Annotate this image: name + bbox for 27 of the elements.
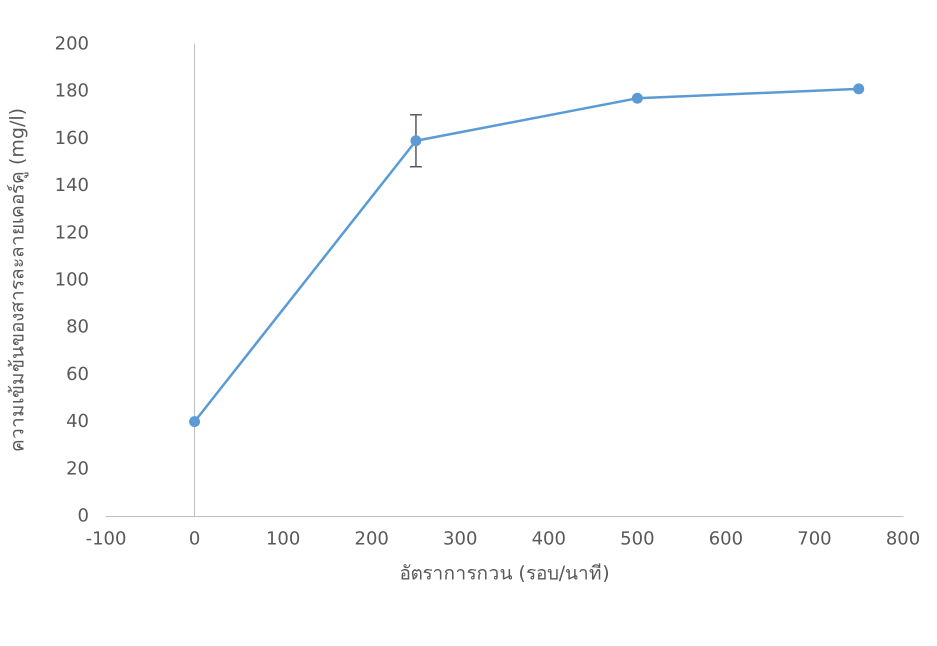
y-tick-label: 180	[54, 80, 89, 102]
x-tick-label: 0	[188, 528, 200, 550]
x-tick-label: -100	[86, 528, 126, 550]
x-tick-label: 300	[443, 528, 478, 550]
y-tick-label: 100	[54, 270, 89, 290]
y-tick-label: 20	[66, 458, 89, 480]
y-tick-label: 0	[78, 506, 89, 526]
point	[853, 83, 864, 94]
x-tick-label: 400	[532, 528, 566, 550]
point	[189, 416, 200, 428]
y-tick-label: 160	[54, 128, 89, 149]
y-tick-label: 140	[54, 175, 89, 196]
x-tick-label: 500	[620, 528, 655, 550]
point	[632, 92, 643, 104]
x-tick-label: 100	[266, 528, 300, 550]
y-tick-label: 60	[66, 364, 89, 385]
x-tick-label: 700	[797, 528, 832, 550]
x-axis-title: อัตราการกวน (รอบ/นาที)	[399, 562, 610, 584]
y-tick-label: 120	[54, 222, 89, 244]
y-tick-label: 200	[54, 34, 89, 54]
y-tick-label: 40	[66, 411, 89, 432]
point	[410, 135, 422, 146]
y-tick-label: 80	[66, 316, 89, 338]
x-tick-label: 200	[354, 528, 389, 550]
x-tick-label: 800	[886, 528, 920, 550]
x-tick-label: 600	[708, 528, 744, 550]
y-axis-title: ความเข้มข้นของสารละลายเคอร์คู (mg/l)	[6, 108, 28, 452]
